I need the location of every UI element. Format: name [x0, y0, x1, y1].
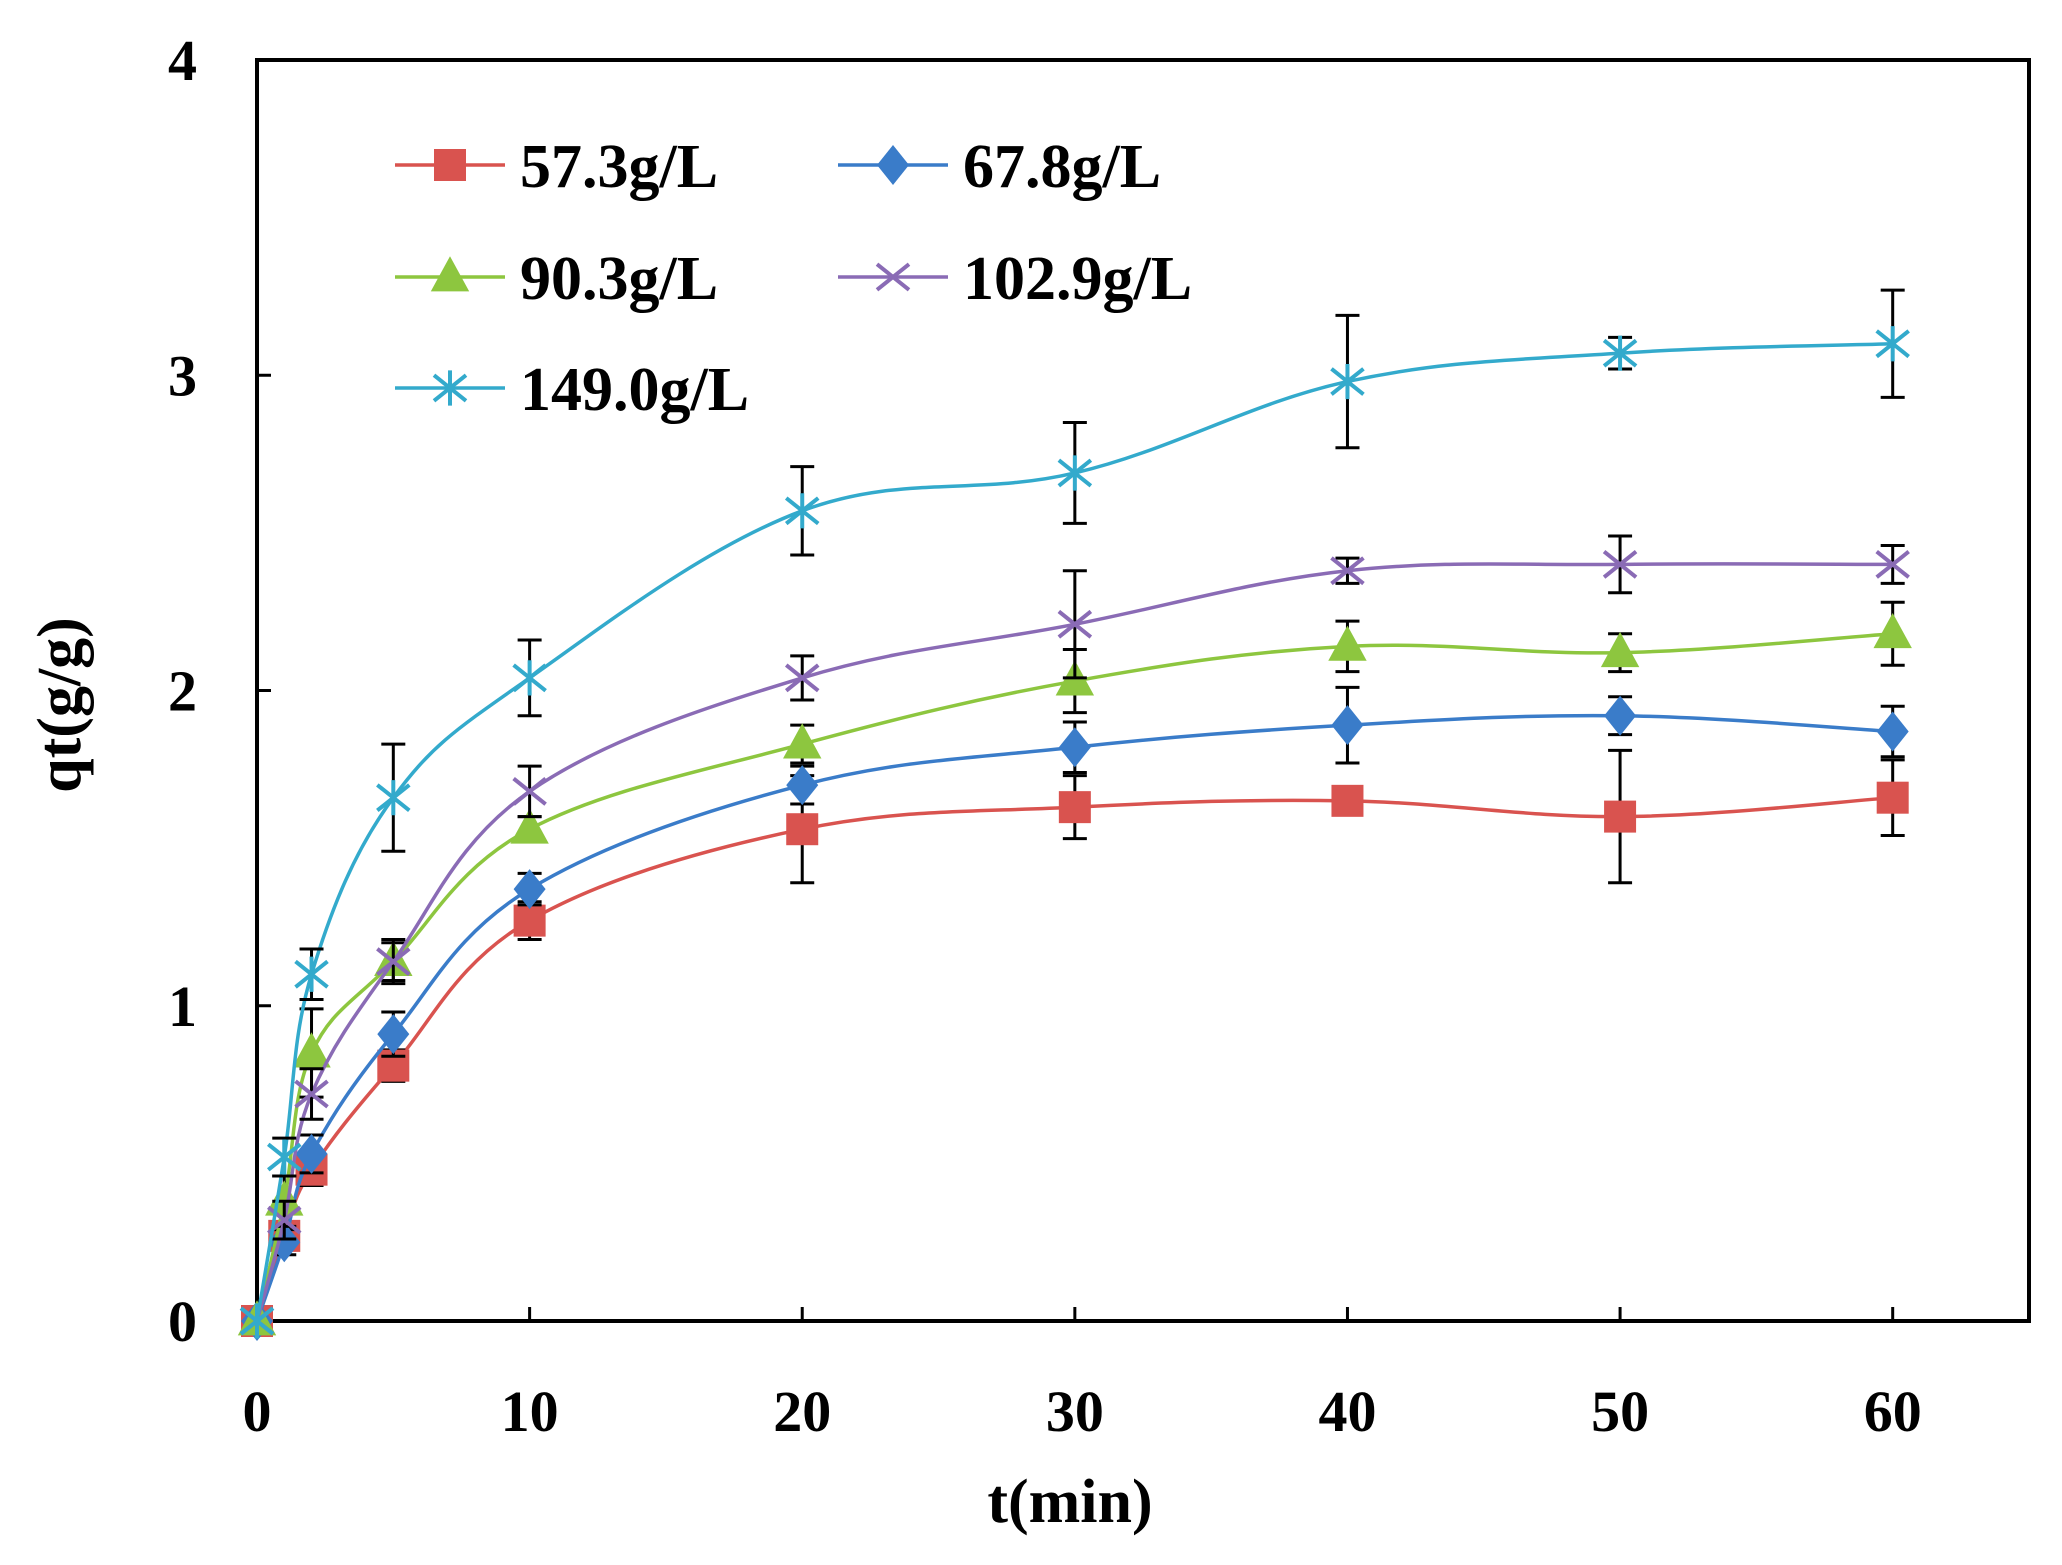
data-point-square	[786, 813, 819, 846]
x-tick-label: 10	[501, 1379, 559, 1444]
legend-entry: 57.3g/L	[395, 133, 718, 201]
data-point-triangle	[1873, 612, 1912, 649]
data-point-star	[267, 1139, 302, 1175]
y-axis-label: qt(g/g)	[26, 617, 94, 793]
data-point-square	[1058, 791, 1091, 824]
legend-entry: 149.0g/L	[395, 356, 749, 424]
legend-label: 90.3g/L	[520, 245, 718, 313]
y-tick-label: 1	[168, 974, 197, 1039]
data-point-star	[239, 1303, 275, 1339]
data-point-x	[512, 777, 547, 806]
data-point-star	[1330, 363, 1365, 400]
data-point-x	[1602, 550, 1638, 579]
data-point-x	[1057, 609, 1093, 639]
data-point-square	[434, 149, 466, 181]
data-point-square	[1331, 784, 1364, 817]
y-tick-label: 3	[168, 343, 197, 408]
data-point-triangle	[1328, 625, 1367, 661]
axes-layer: 0 10 20 30 40 50 60 0 1 2 3 4	[168, 28, 2031, 1444]
series-line	[255, 795, 1893, 1322]
data-point-star	[376, 780, 411, 816]
legend-label: 102.9g/L	[963, 245, 1192, 313]
data-point-star	[512, 660, 547, 696]
data-point-square	[1604, 800, 1637, 833]
x-tick-label: 50	[1591, 1379, 1649, 1444]
data-point-x	[784, 663, 820, 693]
data-point-triangle	[292, 1032, 331, 1068]
x-tick-label: 0	[243, 1379, 272, 1444]
x-tick-label: 20	[773, 1379, 831, 1444]
data-point-x	[1875, 550, 1910, 579]
legend-label: 57.3g/L	[520, 133, 718, 201]
data-point-triangle	[1600, 631, 1640, 668]
series-layer	[237, 288, 1912, 1341]
data-point-diamond	[1331, 705, 1364, 746]
data-point-triangle	[430, 256, 470, 292]
data-point-diamond	[377, 1014, 410, 1055]
data-point-star	[432, 370, 468, 406]
data-point-x	[1330, 556, 1365, 586]
x-tick-label: 30	[1046, 1379, 1104, 1444]
data-point-diamond	[295, 1133, 328, 1174]
data-point-diamond	[1876, 711, 1909, 752]
y-tick-label: 4	[168, 28, 197, 93]
data-point-x	[376, 947, 411, 976]
series-90-3g-L	[237, 600, 1912, 1336]
data-point-x	[875, 262, 911, 292]
data-point-star	[1057, 455, 1093, 491]
data-point-diamond	[1604, 695, 1637, 736]
data-point-star	[784, 493, 820, 529]
x-axis-label: t(min)	[987, 1468, 1152, 1536]
data-point-diamond	[786, 765, 819, 806]
legend-label: 149.0g/L	[520, 356, 749, 424]
data-point-star	[1602, 335, 1638, 371]
y-tick-label: 0	[168, 1289, 197, 1354]
legend-entry: 67.8g/L	[838, 133, 1161, 201]
series-57-3g-L	[241, 748, 1909, 1337]
data-point-star	[294, 956, 329, 992]
data-point-square	[513, 904, 546, 937]
data-point-diamond	[877, 145, 909, 185]
series-67-8g-L	[241, 685, 1909, 1341]
y-tick-label: 2	[168, 659, 197, 724]
x-tick-label: 60	[1864, 1379, 1922, 1444]
x-tick-label: 40	[1318, 1379, 1376, 1444]
data-point-triangle	[510, 808, 549, 844]
series-102-9g-L	[239, 534, 1910, 1336]
series-line	[255, 341, 1893, 1322]
data-point-star	[1875, 326, 1910, 362]
data-point-triangle	[783, 723, 822, 759]
series-149-0g-L	[239, 288, 1910, 1339]
data-point-square	[1876, 781, 1909, 814]
legend-entry: 102.9g/L	[838, 245, 1192, 313]
legend-entry: 90.3g/L	[395, 245, 718, 313]
data-point-diamond	[1058, 727, 1091, 768]
legend-label: 67.8g/L	[963, 133, 1161, 201]
legend: 57.3g/L 67.8g/L 90.3g/L 102.9g/L 149.0g/L	[395, 133, 1192, 424]
data-point-diamond	[513, 869, 546, 910]
data-point-x	[294, 1079, 329, 1109]
